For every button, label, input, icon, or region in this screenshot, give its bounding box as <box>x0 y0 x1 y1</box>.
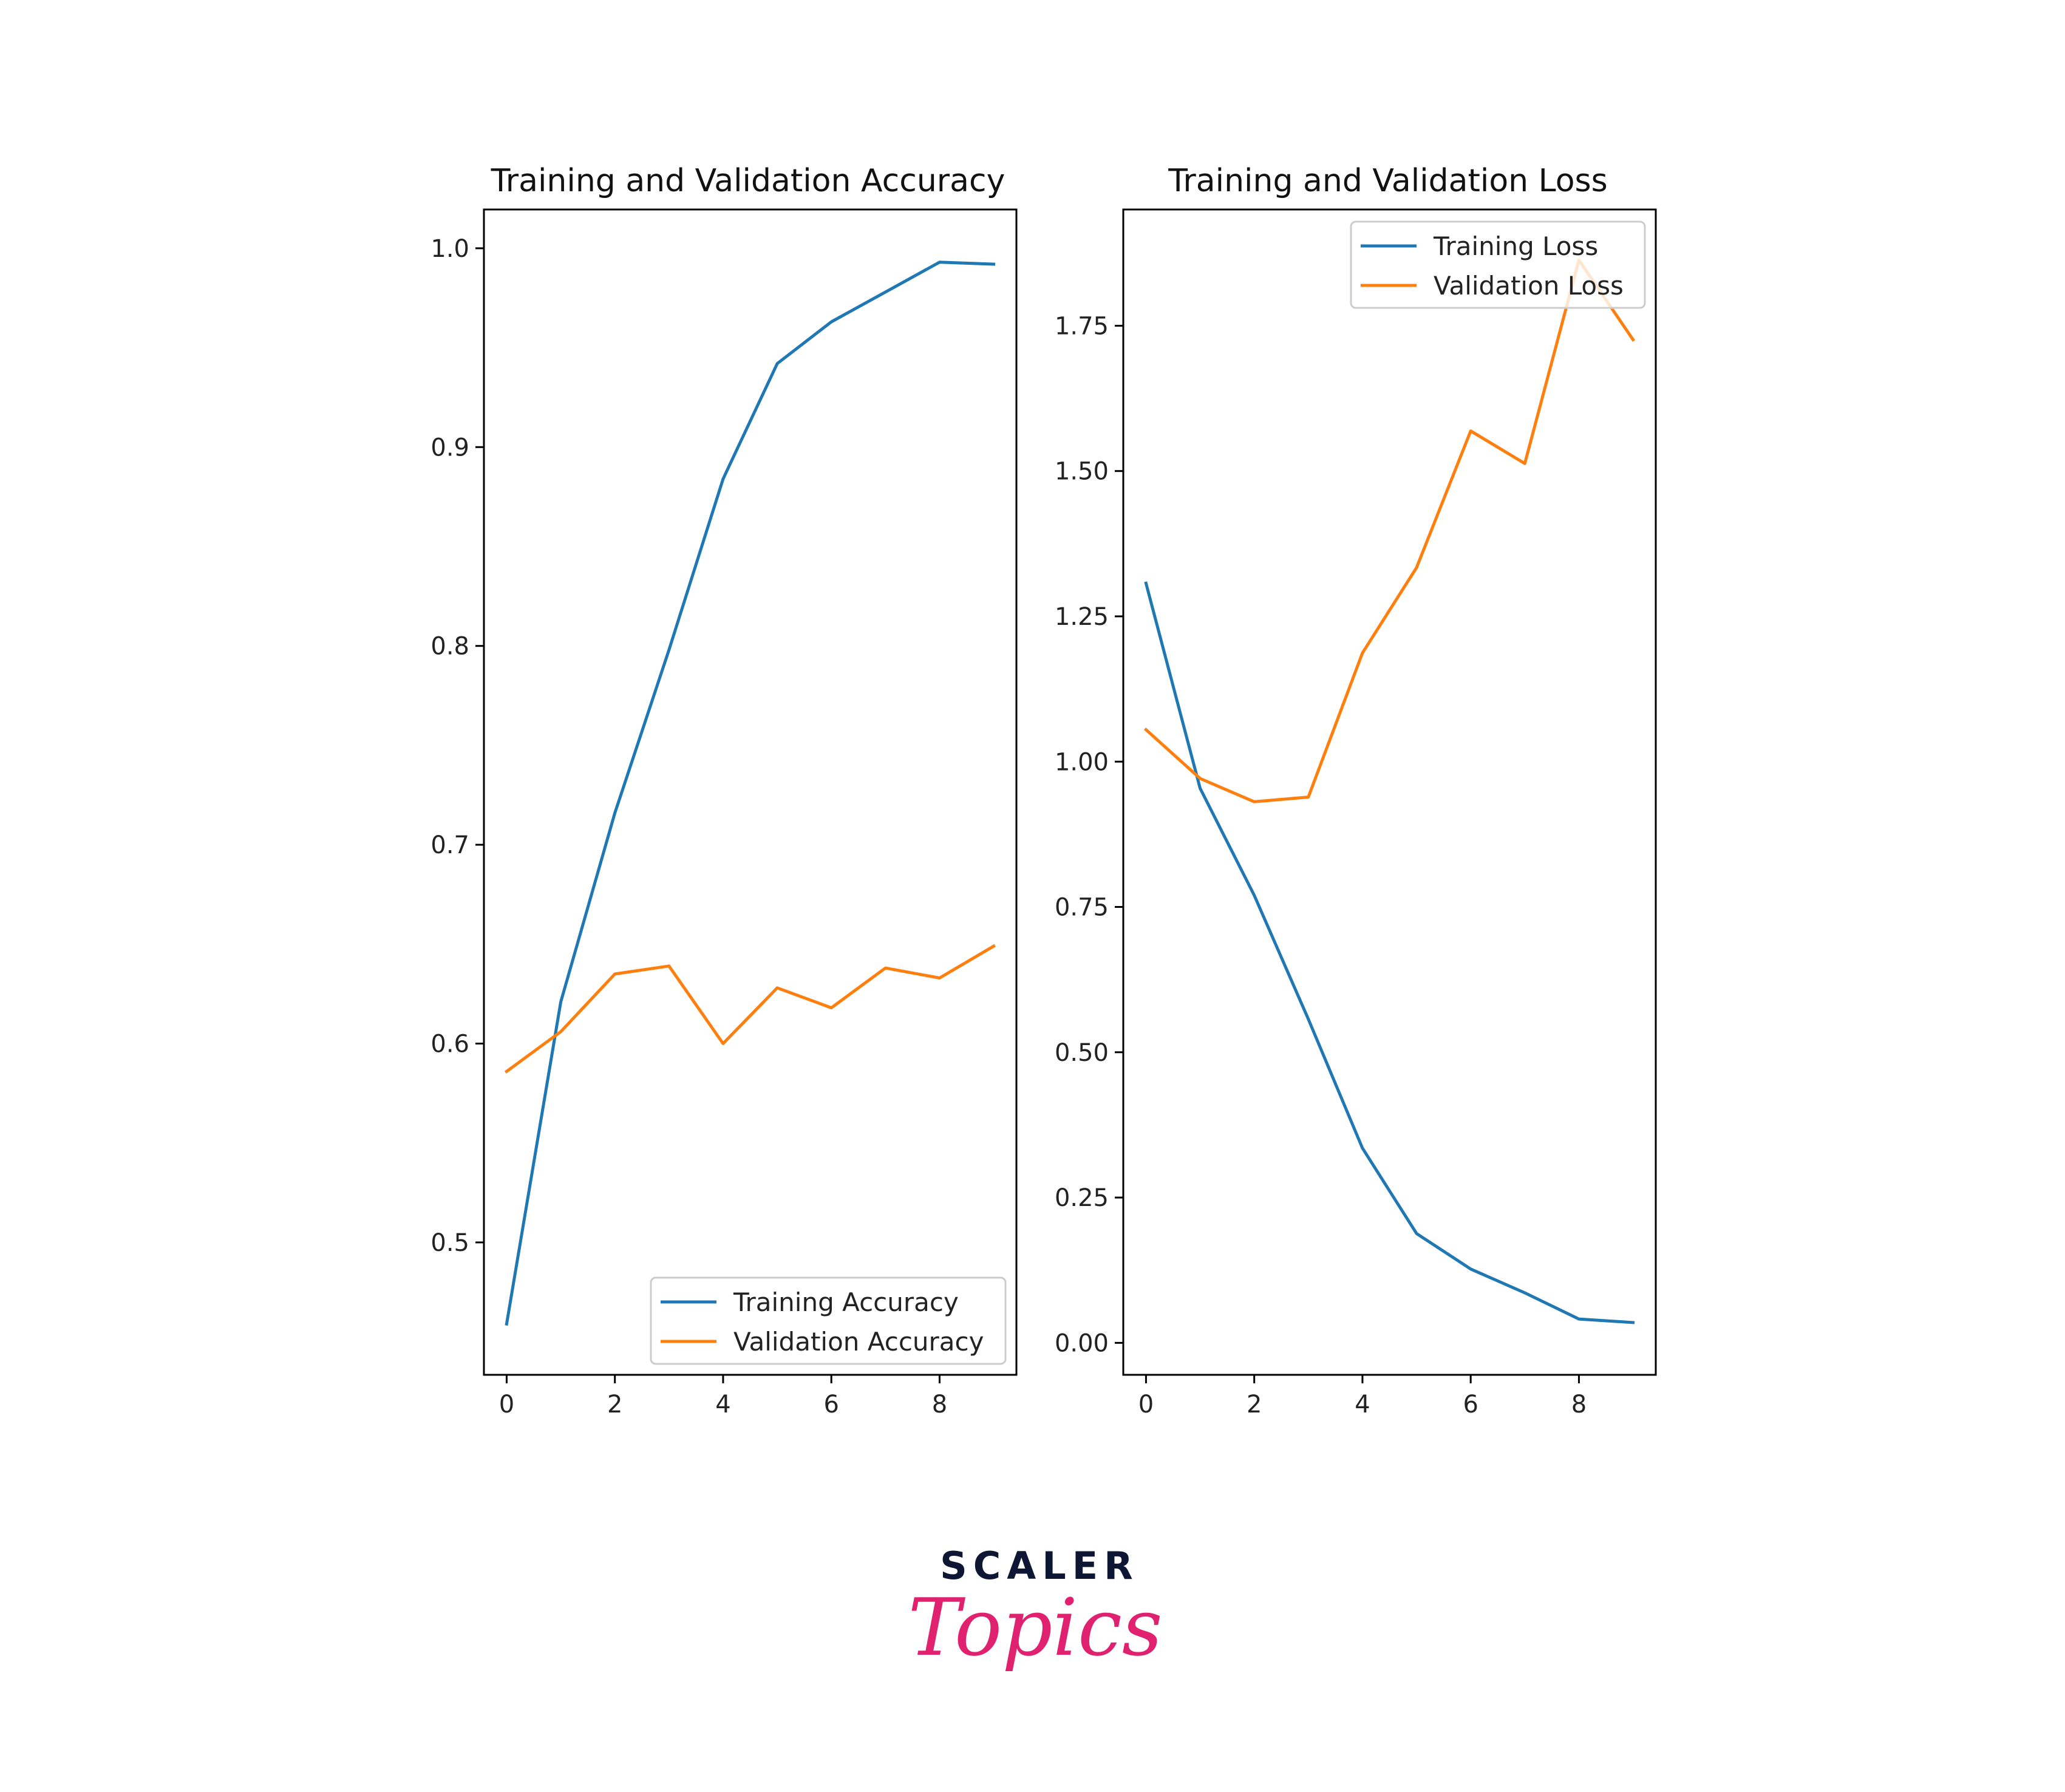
accuracy-series-line-training-accuracy <box>505 261 996 1326</box>
loss-chart-title: Training and Validation Loss <box>1168 163 1607 199</box>
loss-x-tick-label: 0 <box>1138 1391 1154 1419</box>
accuracy-chart-title: Training and Validation Accuracy <box>491 163 1005 199</box>
logo-scaler-text: SCALER <box>940 1544 1139 1588</box>
accuracy-legend-label: Validation Accuracy <box>733 1327 984 1357</box>
logo-topics-text: Topics <box>908 1581 1162 1674</box>
accuracy-y-tick-label: 0.6 <box>430 1031 469 1058</box>
accuracy-x-tick-label: 6 <box>823 1391 839 1419</box>
accuracy-x-tick-label: 2 <box>607 1391 622 1419</box>
loss-y-tick-label: 1.75 <box>1055 312 1109 340</box>
loss-legend-box <box>1350 220 1646 309</box>
accuracy-x-tick-label: 8 <box>932 1391 947 1419</box>
loss-y-tick-label: 1.25 <box>1055 603 1109 631</box>
accuracy-series-line-validation-accuracy <box>504 944 996 1074</box>
accuracy-x-tick-label: 0 <box>499 1391 514 1419</box>
loss-axes-frame <box>1122 208 1657 1376</box>
loss-x-tick-label: 4 <box>1355 1391 1370 1419</box>
loss-x-tick-label: 8 <box>1571 1391 1587 1419</box>
accuracy-chart: Training and Validation Accuracy 0 2 4 6 8 0.… <box>430 163 1018 1419</box>
loss-y-tick-label: 0.00 <box>1055 1329 1109 1357</box>
scaler-topics-logo: SCALER Topics <box>908 1544 1162 1674</box>
accuracy-legend-box <box>650 1276 1007 1365</box>
accuracy-legend: Training Accuracy Validation Accuracy <box>650 1276 1007 1365</box>
loss-legend: Training Loss Validation Loss <box>1350 220 1646 309</box>
accuracy-legend-label: Training Accuracy <box>733 1287 959 1317</box>
loss-y-tick-label: 0.25 <box>1055 1184 1109 1212</box>
accuracy-y-tick-label: 0.7 <box>430 831 469 859</box>
loss-y-tick-label: 1.50 <box>1055 458 1109 486</box>
accuracy-y-tick-label: 1.0 <box>430 235 469 263</box>
accuracy-x-tick-label: 4 <box>715 1391 730 1419</box>
accuracy-axes-frame <box>483 208 1018 1376</box>
loss-chart: Training and Validation Loss 0 2 4 6 8 0.00 0.… <box>1055 163 1657 1419</box>
loss-legend-label: Training Loss <box>1433 231 1598 261</box>
loss-y-tick-label: 1.00 <box>1055 748 1109 776</box>
loss-x-tick-label: 6 <box>1463 1391 1478 1419</box>
loss-legend-label: Validation Loss <box>1434 271 1624 301</box>
loss-series-line-validation-loss <box>1143 258 1636 803</box>
loss-x-tick-label: 2 <box>1247 1391 1262 1419</box>
accuracy-y-tick-label: 0.8 <box>430 633 469 661</box>
accuracy-y-tick-label: 0.9 <box>430 434 469 462</box>
loss-series-line-training-loss <box>1144 581 1635 1324</box>
loss-y-tick-label: 0.50 <box>1055 1039 1109 1067</box>
loss-y-tick-label: 0.75 <box>1055 894 1109 922</box>
accuracy-y-tick-label: 0.5 <box>430 1229 469 1257</box>
